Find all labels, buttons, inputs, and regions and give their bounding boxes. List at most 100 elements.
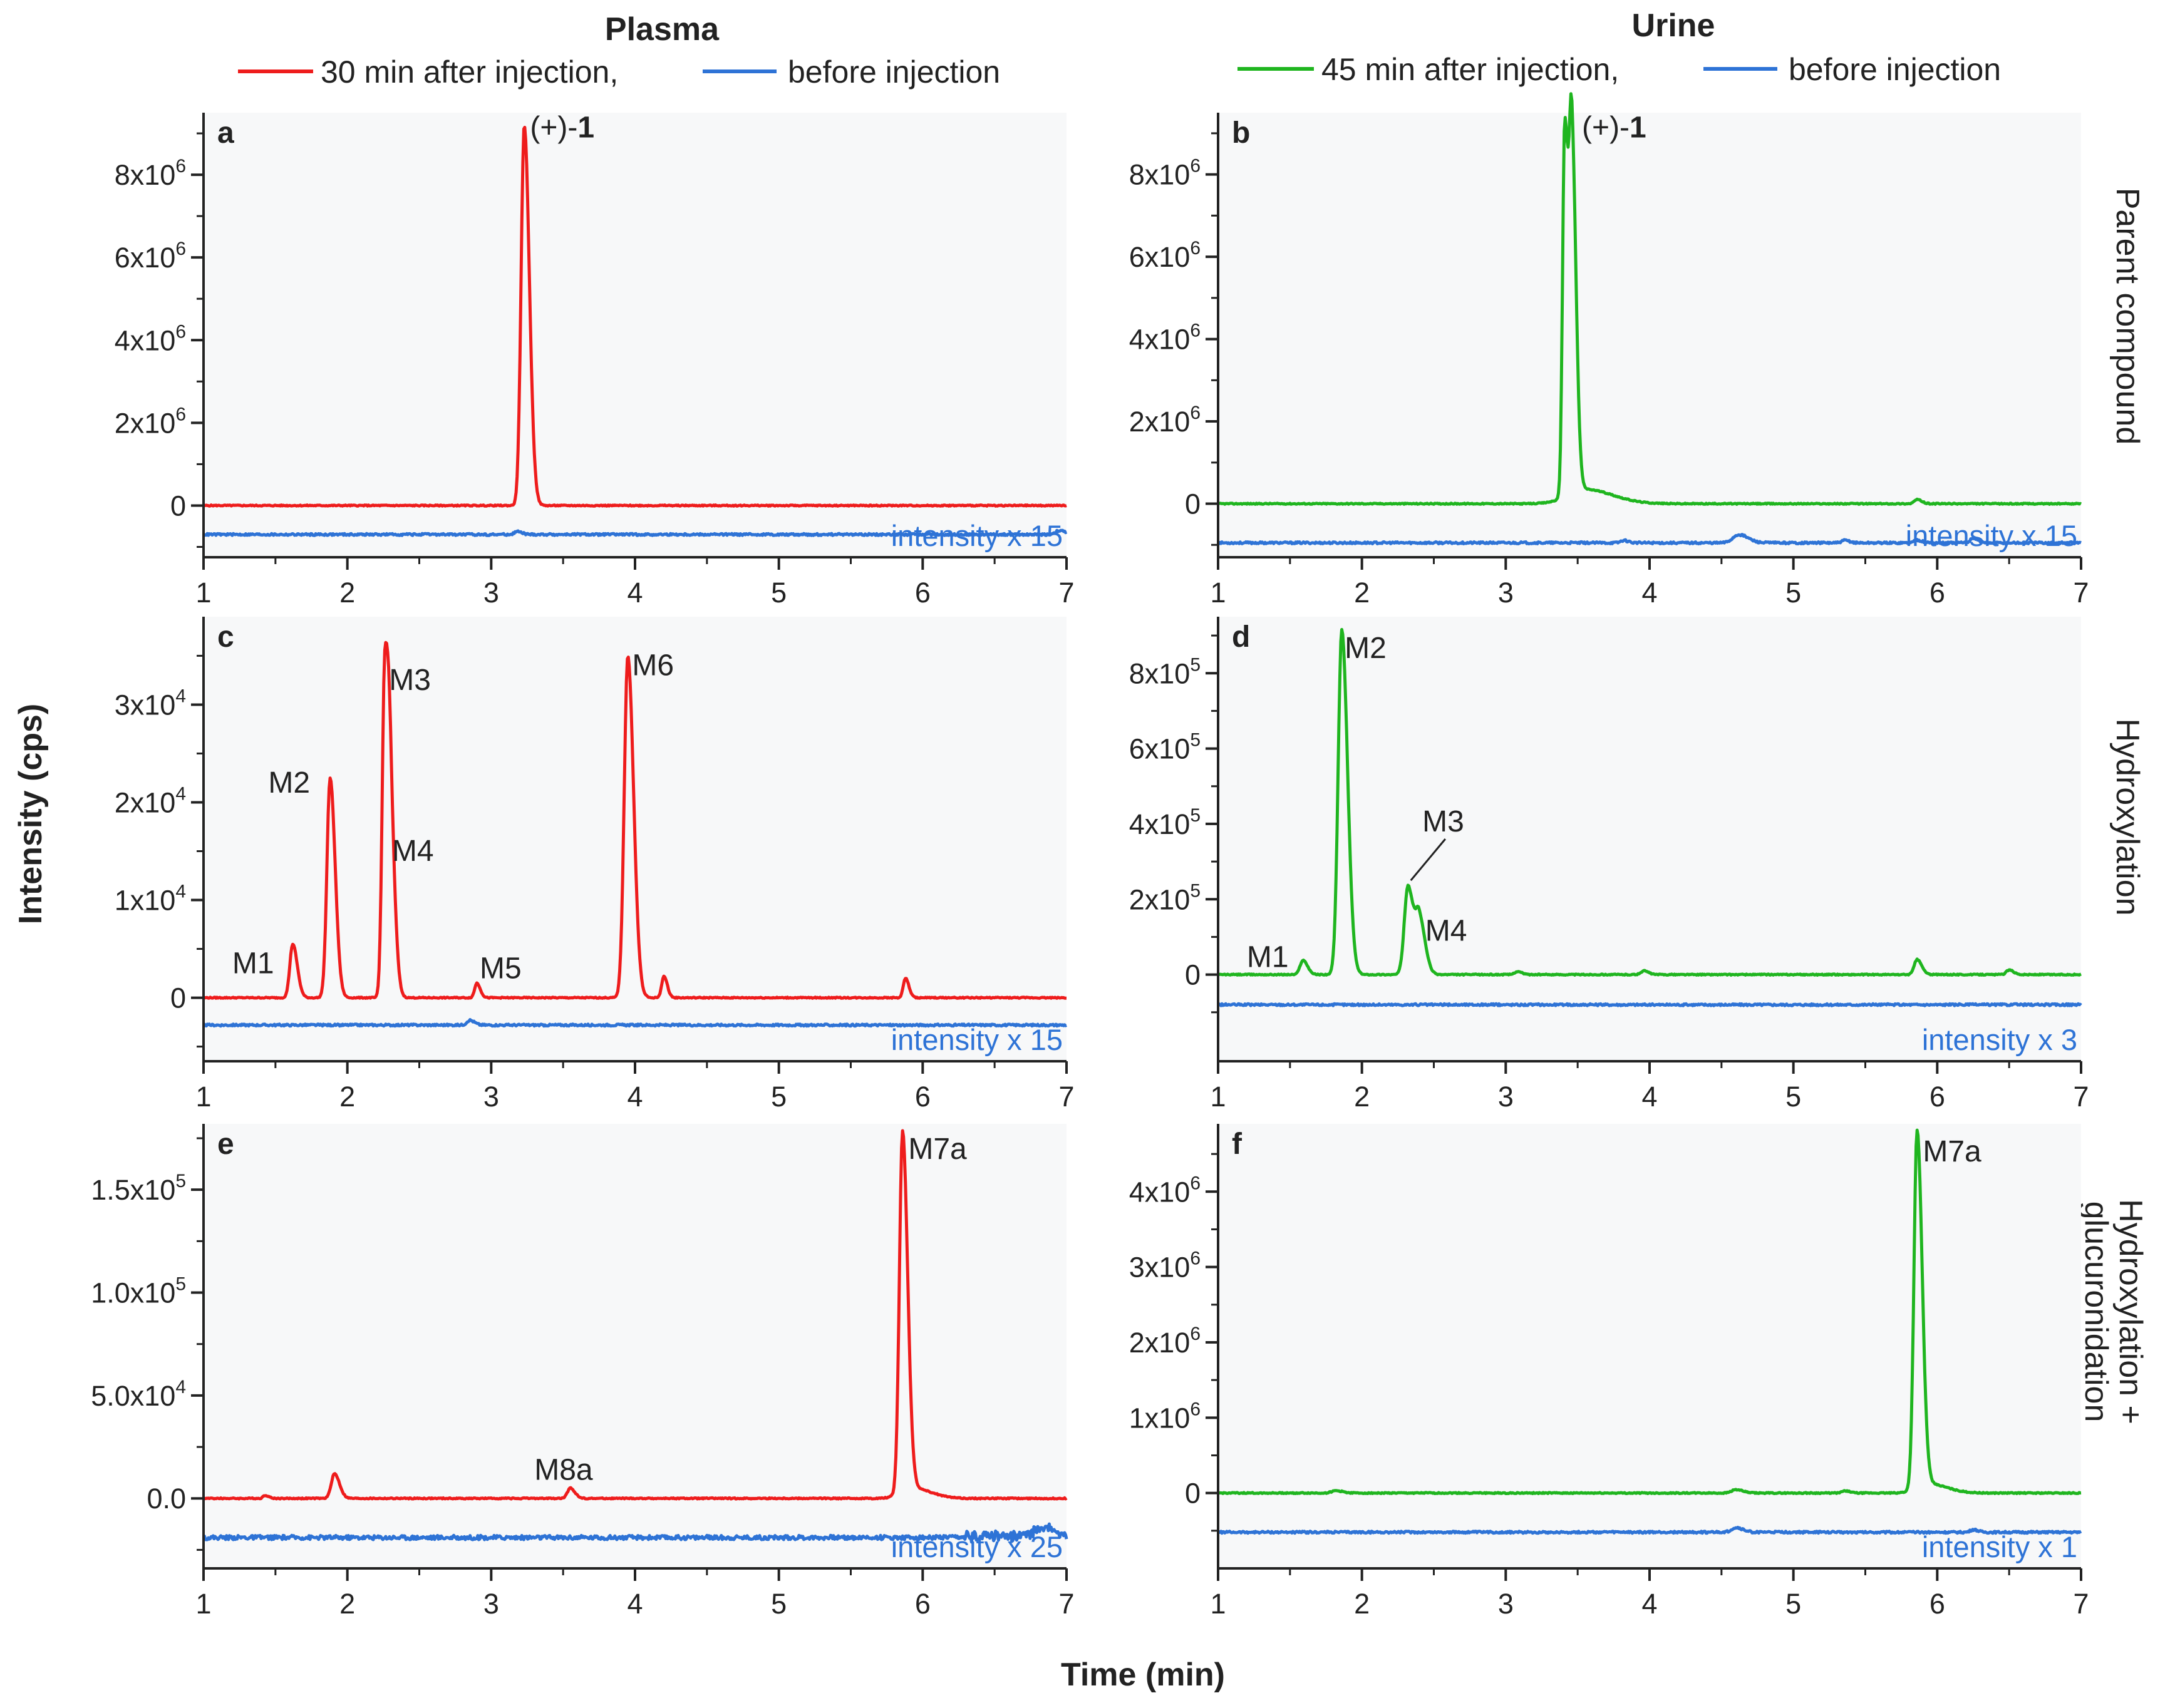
x-tick-label: 2 (339, 1588, 355, 1620)
panel-e: 1 2 3 4 5 6 7 0.0 5.0x104 1.0x105 1.5x105 e intensit… (91, 1124, 1075, 1620)
leader-line (1410, 838, 1447, 882)
intensity-scale-label: intensity x 15 (1906, 519, 2077, 552)
y-tick-label: 0 (1185, 1478, 1201, 1510)
x-axis-title: Time (min) (1061, 1657, 1225, 1693)
series-line-treated (202, 125, 1067, 508)
x-tick-label: 7 (2073, 1081, 2089, 1113)
y-tick-label: 0 (1185, 488, 1201, 520)
peak-label: M5 (480, 952, 522, 985)
row-label-parent: Parent compound (2109, 188, 2146, 445)
urine-title: Urine (1632, 8, 1715, 44)
x-tick-label: 4 (1641, 577, 1657, 609)
x-tick-label: 6 (915, 577, 931, 609)
x-tick-label: 2 (339, 577, 355, 609)
y-tick-label: 2x104 (115, 783, 186, 818)
x-tick-label: 1 (1210, 1588, 1226, 1620)
peak-label: M1 (232, 947, 274, 980)
y-tick-label: 8x106 (115, 156, 186, 191)
x-tick-label: 1 (195, 1081, 211, 1113)
x-tick-label: 2 (1354, 1588, 1370, 1620)
series-line-before (203, 1522, 1068, 1544)
y-tick-label: 4x105 (1129, 805, 1201, 840)
x-tick-label: 6 (915, 1588, 931, 1620)
intensity-scale-label: intensity x 15 (891, 519, 1063, 552)
legend-label-before-plasma: before injection (788, 54, 1000, 90)
x-tick-label: 6 (915, 1081, 931, 1113)
x-tick-label: 3 (483, 577, 499, 609)
peak-label: M8a (534, 1454, 593, 1487)
y-tick-label: 1.5x105 (91, 1171, 186, 1206)
y-tick-label: 6x106 (1129, 238, 1201, 273)
x-tick-label: 5 (771, 577, 787, 609)
series-line-treated (203, 1129, 1068, 1501)
panel-f: 1 2 3 4 5 6 7 0 1x106 2x106 3x106 4x106 f intensity x… (1129, 1124, 2089, 1620)
series-line-before (1217, 1002, 2082, 1007)
peak-label: M7a (1923, 1135, 1981, 1168)
legend-label-30min: 30 min after injection, (321, 54, 618, 90)
plasma-title: Plasma (605, 11, 720, 48)
y-tick-label: 6x105 (1129, 730, 1201, 765)
series-line-treated (1217, 1128, 2082, 1495)
x-tick-label: 7 (2073, 1588, 2089, 1620)
panel-c: 1 2 3 4 5 6 7 0 1x104 2x104 3x104 c intensity x 15 M1… (115, 617, 1075, 1113)
x-tick-label: 3 (1498, 1588, 1514, 1620)
x-tick-label: 4 (1641, 1588, 1657, 1620)
y-tick-label: 0 (1185, 959, 1201, 991)
plasma-legend: 30 min after injection, before injection (238, 54, 1000, 90)
panel-a: 1 2 3 4 5 6 7 0 2x106 4x106 6x106 8x106 a intensity x… (115, 111, 1075, 609)
plot-background (205, 113, 1067, 557)
x-tick-label: 7 (1058, 1081, 1074, 1113)
panel-label: a (217, 116, 234, 150)
panel-label: e (217, 1128, 234, 1161)
x-tick-label: 5 (771, 1588, 787, 1620)
legend-label-before-urine: before injection (1789, 52, 2001, 87)
y-tick-label: 1.0x105 (91, 1274, 186, 1309)
series-line-before (203, 1018, 1067, 1028)
x-tick-label: 4 (627, 577, 643, 609)
x-tick-label: 3 (1498, 1081, 1514, 1113)
x-tick-label: 2 (339, 1081, 355, 1113)
x-tick-label: 6 (1930, 1588, 1945, 1620)
intensity-scale-label: intensity x 25 (891, 1530, 1063, 1563)
x-tick-label: 7 (1058, 1588, 1074, 1620)
panel-d: 1 2 3 4 5 6 7 0 2x105 4x105 6x105 8x105 d intensity x… (1129, 617, 2089, 1113)
x-tick-label: 3 (483, 1081, 499, 1113)
intensity-scale-label: intensity x 15 (891, 1023, 1063, 1056)
x-tick-label: 1 (195, 1588, 211, 1620)
series-line-before (1217, 1526, 2082, 1535)
y-tick-label: 3x104 (115, 686, 186, 721)
peak-label: M1 (1247, 941, 1289, 974)
plot-background (205, 1124, 1067, 1568)
plot-background (1219, 617, 2081, 1061)
x-tick-label: 2 (1354, 1081, 1370, 1113)
y-tick-label: 3x106 (1129, 1248, 1201, 1284)
peak-label: M7a (908, 1133, 967, 1166)
panel-label: c (217, 620, 234, 654)
y-tick-label: 0 (170, 490, 186, 522)
panel-label: b (1232, 116, 1250, 150)
y-tick-label: 2x106 (115, 404, 186, 439)
x-tick-label: 7 (2073, 577, 2089, 609)
x-tick-label: 1 (1210, 577, 1226, 609)
y-tick-label: 8x106 (1129, 156, 1201, 191)
row-label-glucuronidation: glucuronidation (2078, 1201, 2114, 1422)
plot-background (1219, 1124, 2081, 1568)
x-tick-label: 4 (627, 1081, 643, 1113)
y-tick-label: 4x106 (115, 321, 186, 356)
series-line-treated (1217, 628, 2082, 977)
y-tick-label: 4x106 (1129, 1173, 1201, 1208)
y-tick-label: 8x105 (1129, 654, 1201, 689)
row-label-hydroxylation: Hydroxylation (2109, 718, 2146, 915)
series-line-treated (203, 640, 1067, 1000)
panel-label: f (1232, 1128, 1242, 1161)
y-tick-label: 0.0 (147, 1483, 186, 1515)
plot-background (1219, 113, 2081, 557)
peak-label: M3 (389, 664, 431, 697)
x-tick-label: 7 (1058, 577, 1074, 609)
intensity-scale-label: intensity x 3 (1922, 1023, 2077, 1056)
peak-label: M3 (1422, 805, 1464, 838)
intensity-scale-label: intensity x 1 (1922, 1530, 2077, 1563)
y-tick-label: 0 (170, 982, 186, 1014)
peak-label: M6 (632, 649, 674, 682)
